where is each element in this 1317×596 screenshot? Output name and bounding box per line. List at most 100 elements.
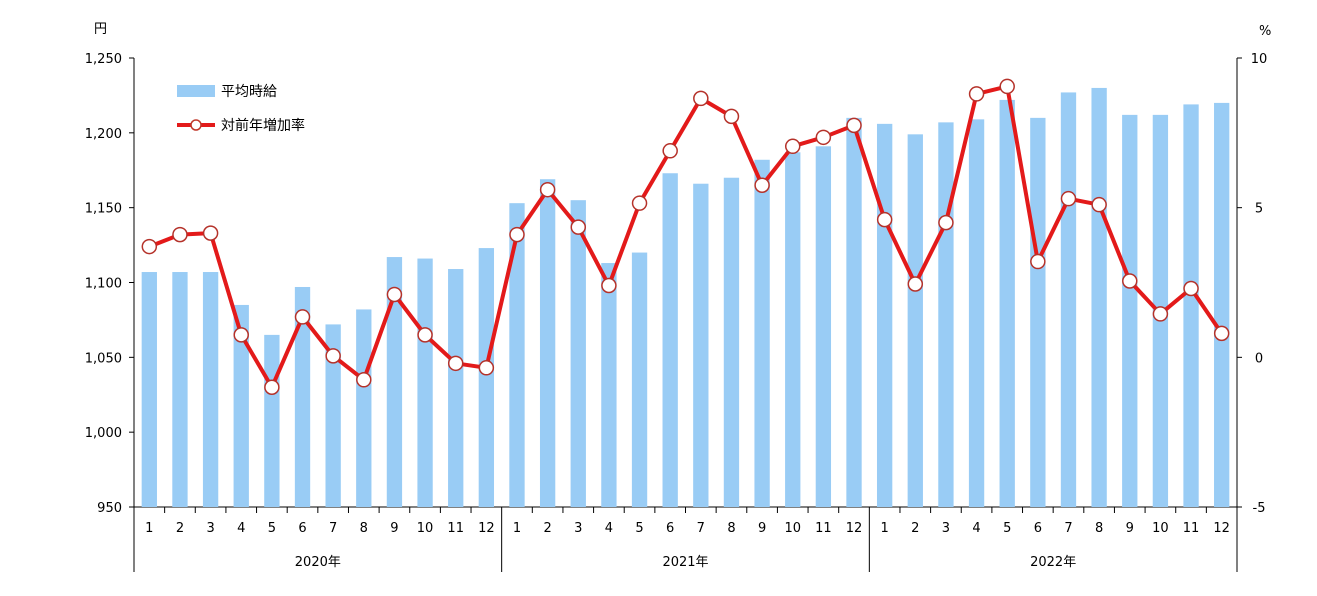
bar: [662, 173, 678, 507]
line-point: [264, 379, 280, 396]
month-label: 2: [176, 521, 184, 536]
line-point: [846, 117, 862, 134]
line-point: [631, 195, 648, 211]
left-tick-label: 1,150: [85, 202, 122, 217]
month-label: 6: [666, 521, 674, 536]
left-tick-label: 1,050: [85, 351, 122, 366]
line-point: [1060, 190, 1077, 207]
line-point: [447, 355, 464, 372]
bar: [693, 183, 709, 507]
month-label: 3: [574, 521, 582, 536]
month-label: 7: [329, 521, 337, 536]
bar: [233, 304, 249, 507]
bar: [417, 258, 433, 507]
month-label: 6: [1034, 521, 1042, 536]
line-point: [172, 226, 188, 243]
line-point: [141, 238, 158, 255]
month-label: 9: [390, 521, 398, 536]
bar: [907, 134, 923, 507]
bar: [999, 99, 1015, 507]
line-point: [478, 360, 495, 376]
line-point: [1152, 306, 1169, 322]
bar: [723, 177, 740, 507]
right-tick-label: -5: [1253, 501, 1266, 516]
month-label: 4: [237, 521, 245, 536]
month-label: 8: [360, 521, 368, 536]
line-point: [233, 327, 249, 343]
right-tick-label: 5: [1255, 202, 1263, 217]
month-label: 3: [206, 521, 214, 536]
bar: [1091, 87, 1107, 507]
points-layer: [141, 78, 1230, 396]
month-label: 3: [942, 521, 950, 536]
line-point: [815, 129, 832, 146]
left-axis-unit: 円: [94, 22, 107, 37]
bar: [294, 286, 311, 507]
left-tick-label: 950: [97, 501, 122, 516]
month-label: 2: [543, 521, 551, 536]
bar: [1183, 104, 1199, 507]
month-label: 6: [298, 521, 306, 536]
legend-line-marker: [190, 119, 202, 131]
line-point: [784, 138, 801, 155]
line-point: [570, 219, 587, 235]
line-point: [1122, 273, 1138, 289]
bar: [172, 272, 188, 507]
line-point: [356, 372, 372, 388]
year-label: 2020年: [295, 555, 341, 570]
bar: [141, 272, 157, 507]
axes-layer: 1,250 1,200 1,150 1,100 1,050 1,000 950 10 5 0 -5 1…: [85, 52, 1267, 572]
bar: [325, 324, 341, 507]
bar: [631, 252, 648, 507]
bar: [509, 203, 525, 507]
month-label: 11: [447, 521, 464, 536]
legend-line-label: 対前年増加率: [221, 117, 305, 134]
month-label: 5: [635, 521, 643, 536]
month-label: 11: [815, 521, 832, 536]
line-point: [509, 226, 525, 243]
month-label: 11: [1183, 521, 1200, 536]
bar: [1214, 102, 1230, 508]
line-point: [754, 177, 770, 193]
bar: [754, 159, 770, 508]
bar: [478, 248, 495, 507]
bar: [356, 309, 372, 507]
month-label: 10: [784, 521, 801, 536]
year-label: 2021年: [662, 555, 708, 570]
legend-bar-label: 平均時給: [221, 84, 277, 100]
bar: [601, 263, 617, 507]
bar: [815, 146, 832, 507]
bar: [785, 152, 801, 508]
month-label: 9: [1126, 521, 1134, 536]
bar: [846, 117, 862, 507]
left-tick-label: 1,250: [85, 52, 122, 67]
line-point: [723, 108, 740, 125]
right-axis-unit: %: [1259, 24, 1271, 39]
line-point: [693, 90, 709, 107]
left-tick-label: 1,000: [85, 426, 122, 441]
month-label: 4: [605, 521, 613, 536]
year-label: 2022年: [1030, 555, 1076, 570]
month-label: 9: [758, 521, 766, 536]
month-label: 8: [1095, 521, 1103, 536]
line-point: [386, 286, 403, 303]
bar: [1030, 117, 1046, 507]
month-label: 1: [145, 521, 153, 536]
bars-layer: [141, 87, 1230, 508]
bar: [570, 200, 586, 507]
line-point: [1091, 196, 1107, 213]
month-label: 7: [1064, 521, 1072, 536]
month-label: 12: [846, 521, 863, 536]
bar: [386, 257, 403, 507]
month-label: 10: [1152, 521, 1169, 536]
line-point: [1030, 253, 1046, 270]
bar: [938, 122, 954, 508]
line-point: [294, 309, 311, 325]
line-point: [601, 277, 617, 294]
line-point: [1213, 325, 1230, 342]
right-tick-label: 10: [1251, 52, 1268, 67]
line-point: [968, 86, 985, 102]
month-label: 1: [881, 521, 889, 536]
month-label: 2: [911, 521, 919, 536]
